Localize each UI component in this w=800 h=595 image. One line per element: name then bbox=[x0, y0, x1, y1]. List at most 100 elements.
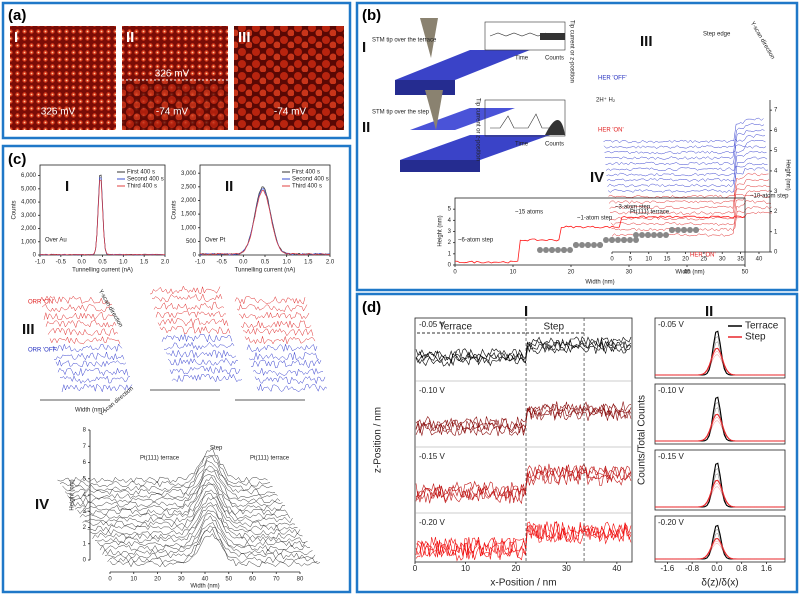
distribution bbox=[655, 347, 785, 376]
x-tick-label: 0 bbox=[413, 564, 418, 573]
histogram-line bbox=[199, 190, 331, 256]
panel-label: (a) bbox=[8, 7, 26, 24]
y-tick-label: 2 bbox=[774, 209, 778, 215]
trace bbox=[92, 505, 303, 540]
legend-label: Third 400 s bbox=[292, 184, 322, 190]
trace bbox=[606, 156, 768, 182]
plot-frame bbox=[414, 317, 633, 563]
trace bbox=[236, 303, 308, 313]
x-tick-label: 10 bbox=[130, 577, 137, 583]
x-tick-label: 30 bbox=[562, 564, 571, 573]
x-tick-label: 20 bbox=[682, 257, 689, 263]
y-tick-label: 0 bbox=[774, 250, 778, 256]
distribution bbox=[655, 479, 785, 508]
trace bbox=[252, 367, 324, 377]
x-tick-label: -1.6 bbox=[660, 564, 674, 573]
distribution bbox=[655, 483, 785, 508]
trace bbox=[102, 522, 313, 556]
histogram-line bbox=[199, 186, 331, 256]
atom bbox=[657, 232, 663, 238]
x-tick-label: 0.5 bbox=[261, 260, 270, 266]
trace bbox=[99, 515, 310, 552]
sub-numeral: III bbox=[640, 33, 653, 50]
trace bbox=[169, 365, 241, 375]
y-tick-label: 2,000 bbox=[21, 226, 37, 232]
trace bbox=[45, 319, 117, 329]
trace bbox=[415, 401, 632, 431]
trace bbox=[603, 123, 765, 149]
trace bbox=[606, 150, 767, 177]
x-axis-label: δ(z)/δ(x) bbox=[701, 578, 738, 589]
atom bbox=[573, 242, 579, 248]
trace bbox=[254, 375, 326, 385]
distribution bbox=[655, 540, 785, 560]
x-tick-label: 10 bbox=[461, 564, 470, 573]
trace bbox=[59, 375, 131, 384]
y-tick-label: 0 bbox=[193, 253, 197, 259]
trace bbox=[69, 468, 281, 504]
x-tick-label: 0.0 bbox=[711, 564, 723, 573]
bias-label: -0.15 V bbox=[658, 452, 684, 461]
image-numeral: I bbox=[14, 29, 18, 46]
trace bbox=[39, 295, 111, 305]
atom bbox=[591, 242, 597, 248]
trace bbox=[415, 336, 632, 360]
atom bbox=[621, 237, 627, 243]
y-tick-label: 5 bbox=[774, 148, 778, 154]
panel-frame bbox=[1, 1, 352, 140]
y-tick-label: 4 bbox=[774, 169, 778, 175]
distribution bbox=[655, 351, 785, 376]
x-tick-label: 40 bbox=[612, 564, 621, 573]
y-tick-label: 5,000 bbox=[21, 186, 37, 192]
y-tick-label: 3,000 bbox=[21, 213, 37, 219]
panel-frame bbox=[355, 292, 799, 594]
y-axis-label: Height (nm) bbox=[784, 159, 790, 190]
trace bbox=[610, 194, 771, 221]
atom bbox=[663, 232, 669, 238]
x-tick-label: 30 bbox=[626, 270, 633, 276]
trace bbox=[61, 383, 133, 393]
trace bbox=[84, 493, 296, 528]
x-tick-label: 20 bbox=[154, 577, 161, 583]
x-axis-label: Width (nm) bbox=[190, 584, 219, 590]
x-tick-label: 0 bbox=[108, 577, 112, 583]
trace bbox=[415, 520, 632, 556]
x-tick-label: 0 bbox=[453, 270, 457, 276]
axis-label: Time bbox=[515, 142, 529, 148]
x-tick-label: 5 bbox=[629, 257, 633, 263]
note: Over Pt bbox=[205, 238, 226, 244]
trace bbox=[47, 327, 119, 337]
trace bbox=[94, 510, 306, 544]
trace bbox=[250, 359, 322, 369]
trace bbox=[244, 335, 316, 345]
panel-label: (c) bbox=[8, 151, 26, 168]
panel-label: (b) bbox=[362, 7, 381, 24]
bias-label: -0.10 V bbox=[419, 386, 445, 395]
x-tick-label: 1.5 bbox=[140, 260, 149, 266]
trace bbox=[608, 178, 770, 204]
trace bbox=[64, 460, 276, 496]
axis-label: Counts bbox=[545, 142, 564, 148]
x-tick-label: 40 bbox=[684, 270, 691, 276]
y-tick-label: 1,500 bbox=[181, 212, 197, 218]
bias-label: -0.10 V bbox=[658, 386, 684, 395]
legend-label: Step bbox=[745, 332, 766, 343]
x-tick-label: 60 bbox=[249, 577, 256, 583]
atom bbox=[597, 242, 603, 248]
x-tick-label: 25 bbox=[701, 257, 708, 263]
atom bbox=[681, 227, 687, 233]
trace bbox=[415, 523, 632, 559]
atom bbox=[633, 232, 639, 238]
histograms: -1.0 -0.5 0.0 0.5 1.0 1.5 2.0 0 1,000 2,000 3,000 4… bbox=[12, 164, 335, 274]
x-tick-label: 50 bbox=[225, 577, 232, 583]
annotation: Step bbox=[210, 446, 223, 452]
y-tick-label: 4 bbox=[448, 218, 452, 224]
atom bbox=[669, 227, 675, 233]
x-tick-label: 1.0 bbox=[282, 260, 291, 266]
y-tick-label: 1 bbox=[83, 541, 87, 547]
legend-label: Second 400 s bbox=[127, 177, 164, 183]
atom bbox=[615, 237, 621, 243]
trace bbox=[415, 338, 632, 362]
atom bbox=[627, 237, 633, 243]
